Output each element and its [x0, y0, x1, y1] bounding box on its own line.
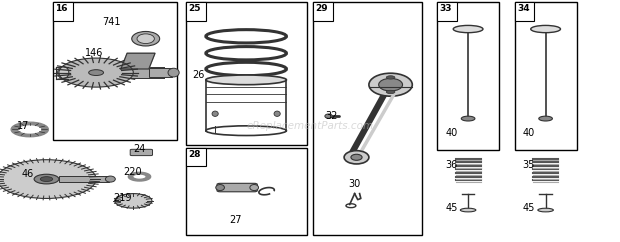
Ellipse shape [206, 75, 286, 85]
Text: 45: 45 [523, 203, 535, 213]
Text: 28: 28 [188, 150, 201, 159]
Text: 40: 40 [523, 128, 535, 138]
Text: 40: 40 [445, 128, 458, 138]
Text: 27: 27 [229, 215, 242, 225]
FancyBboxPatch shape [130, 149, 153, 156]
Text: 26: 26 [192, 70, 205, 80]
Bar [186, 148, 206, 166]
Ellipse shape [344, 151, 369, 164]
Ellipse shape [168, 68, 179, 77]
Ellipse shape [250, 184, 259, 191]
Bar [186, 2, 206, 21]
Bar [53, 2, 73, 21]
Ellipse shape [212, 111, 218, 116]
Ellipse shape [531, 25, 560, 33]
Text: 45: 45 [445, 203, 458, 213]
Ellipse shape [461, 116, 475, 121]
Text: 25: 25 [188, 4, 201, 13]
Circle shape [115, 194, 152, 208]
Text: 46: 46 [22, 169, 34, 179]
Bar [149, 68, 172, 77]
Circle shape [0, 160, 96, 198]
Bar [59, 176, 108, 182]
Ellipse shape [131, 31, 159, 46]
Text: 33: 33 [440, 4, 452, 13]
Ellipse shape [379, 78, 402, 91]
Bar [313, 2, 422, 235]
FancyBboxPatch shape [217, 183, 257, 192]
Circle shape [40, 177, 53, 182]
Text: 741: 741 [102, 17, 121, 27]
Ellipse shape [369, 73, 412, 96]
Bar [515, 2, 577, 150]
Text: 220: 220 [123, 167, 141, 177]
Ellipse shape [453, 25, 483, 33]
Circle shape [89, 70, 104, 76]
Text: 219: 219 [113, 193, 131, 204]
Bar [186, 2, 307, 145]
Text: 17: 17 [17, 121, 30, 131]
Bar [53, 2, 177, 140]
Circle shape [386, 76, 395, 79]
Text: 36: 36 [445, 159, 458, 170]
Text: 16: 16 [55, 4, 68, 13]
Bar [313, 2, 333, 21]
Text: eReplacementParts.com: eReplacementParts.com [246, 121, 374, 131]
Ellipse shape [325, 114, 332, 118]
Text: 32: 32 [326, 111, 338, 121]
Text: 146: 146 [85, 48, 104, 58]
Ellipse shape [351, 154, 362, 160]
Text: 35: 35 [523, 159, 535, 170]
Ellipse shape [216, 184, 224, 191]
Circle shape [34, 174, 59, 184]
Bar [437, 2, 499, 150]
Ellipse shape [274, 111, 280, 116]
Ellipse shape [58, 67, 69, 79]
Ellipse shape [105, 176, 115, 182]
Bar [186, 148, 307, 235]
Text: 24: 24 [133, 144, 146, 154]
Bar [65, 67, 152, 78]
Ellipse shape [539, 116, 552, 121]
Bar [515, 2, 534, 21]
Ellipse shape [137, 34, 154, 44]
Ellipse shape [538, 208, 554, 212]
Circle shape [386, 90, 395, 94]
Bar [437, 2, 457, 21]
Text: 34: 34 [517, 4, 529, 13]
Polygon shape [121, 53, 155, 69]
Text: 30: 30 [348, 179, 361, 189]
Circle shape [59, 58, 133, 87]
Ellipse shape [460, 208, 476, 212]
Text: 29: 29 [316, 4, 328, 13]
